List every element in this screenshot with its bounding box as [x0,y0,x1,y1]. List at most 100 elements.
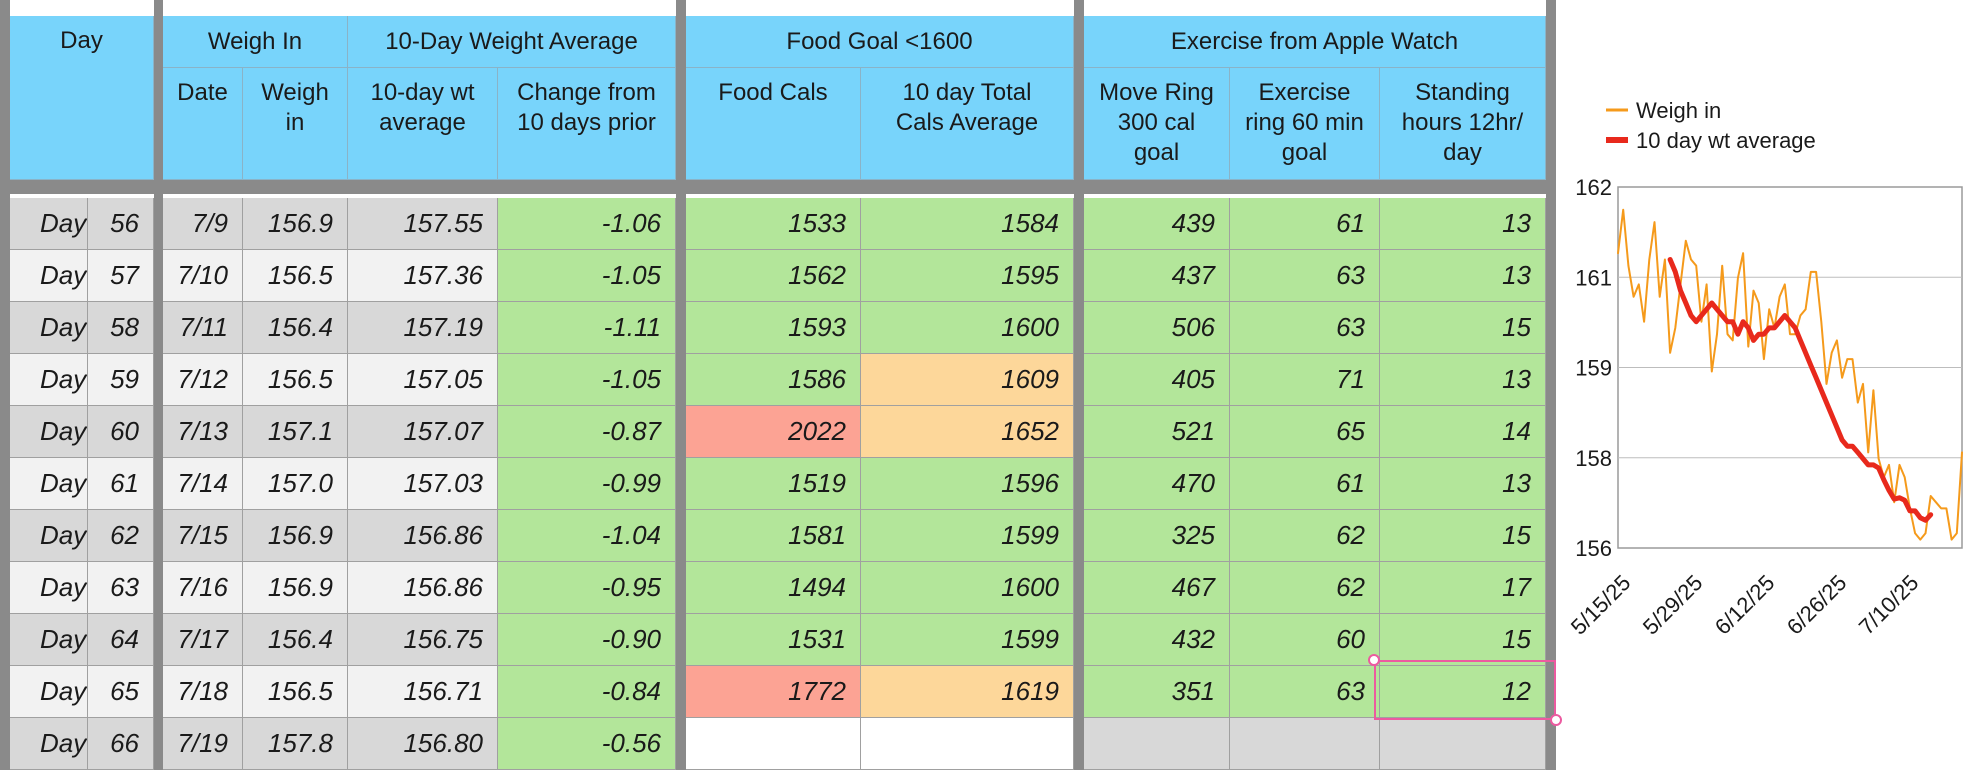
cell-move-ring[interactable] [1084,718,1230,770]
cell-standing-hours[interactable]: 15 [1380,302,1546,354]
cell-food-cals[interactable]: 1772 [686,666,861,718]
cell-day-label[interactable]: Day [10,718,88,770]
cell-standing-hours[interactable]: 13 [1380,354,1546,406]
cell-day-number[interactable]: 66 [88,718,154,770]
cell-food-cals[interactable]: 1593 [686,302,861,354]
cell-10-day-average[interactable]: 156.80 [348,718,498,770]
cell-10-day-total-cals[interactable]: 1599 [861,510,1074,562]
cell-date[interactable]: 7/10 [163,250,243,302]
cell-exercise-ring[interactable]: 61 [1230,458,1380,510]
cell-10-day-total-cals[interactable]: 1596 [861,458,1074,510]
cell-standing-hours[interactable]: 12 [1380,666,1546,718]
cell-exercise-ring[interactable]: 62 [1230,562,1380,614]
cell-exercise-ring[interactable]: 65 [1230,406,1380,458]
cell-day-number[interactable]: 59 [88,354,154,406]
cell-move-ring[interactable]: 521 [1084,406,1230,458]
cell-exercise-ring[interactable]: 60 [1230,614,1380,666]
cell-weigh-in[interactable]: 156.5 [243,666,348,718]
cell-10-day-average[interactable]: 156.86 [348,510,498,562]
cell-change[interactable]: -0.84 [498,666,676,718]
cell-exercise-ring[interactable]: 62 [1230,510,1380,562]
cell-standing-hours[interactable] [1380,718,1546,770]
cell-selection-range[interactable] [1368,654,1562,726]
cell-food-cals[interactable]: 2022 [686,406,861,458]
cell-standing-hours[interactable]: 15 [1380,510,1546,562]
cell-change[interactable]: -1.11 [498,302,676,354]
cell-weigh-in[interactable]: 156.9 [243,562,348,614]
cell-date[interactable]: 7/16 [163,562,243,614]
cell-weigh-in[interactable]: 156.5 [243,354,348,406]
cell-10-day-total-cals[interactable]: 1599 [861,614,1074,666]
cell-date[interactable]: 7/18 [163,666,243,718]
cell-day-label[interactable]: Day [10,562,88,614]
cell-day-label[interactable]: Day [10,666,88,718]
cell-exercise-ring[interactable]: 61 [1230,198,1380,250]
cell-exercise-ring[interactable]: 63 [1230,250,1380,302]
cell-weigh-in[interactable]: 156.5 [243,250,348,302]
cell-10-day-average[interactable]: 156.86 [348,562,498,614]
cell-10-day-total-cals[interactable]: 1652 [861,406,1074,458]
selection-handle-bottom-right[interactable] [1550,714,1562,726]
cell-change[interactable]: -1.05 [498,250,676,302]
cell-standing-hours[interactable]: 17 [1380,562,1546,614]
cell-standing-hours[interactable]: 14 [1380,406,1546,458]
cell-standing-hours[interactable]: 13 [1380,198,1546,250]
cell-weigh-in[interactable]: 157.8 [243,718,348,770]
cell-day-label[interactable]: Day [10,198,88,250]
cell-day-label[interactable]: Day [10,458,88,510]
cell-exercise-ring[interactable]: 63 [1230,666,1380,718]
cell-move-ring[interactable]: 506 [1084,302,1230,354]
cell-move-ring[interactable]: 439 [1084,198,1230,250]
cell-change[interactable]: -0.95 [498,562,676,614]
cell-day-label[interactable]: Day [10,406,88,458]
cell-move-ring[interactable]: 325 [1084,510,1230,562]
cell-day-label[interactable]: Day [10,354,88,406]
cell-day-number[interactable]: 57 [88,250,154,302]
cell-10-day-average[interactable]: 157.36 [348,250,498,302]
cell-change[interactable]: -0.90 [498,614,676,666]
cell-date[interactable]: 7/19 [163,718,243,770]
cell-change[interactable]: -0.87 [498,406,676,458]
cell-day-number[interactable]: 61 [88,458,154,510]
cell-day-label[interactable]: Day [10,250,88,302]
cell-day-number[interactable]: 64 [88,614,154,666]
cell-move-ring[interactable]: 405 [1084,354,1230,406]
cell-food-cals[interactable]: 1531 [686,614,861,666]
cell-10-day-average[interactable]: 157.07 [348,406,498,458]
cell-move-ring[interactable]: 437 [1084,250,1230,302]
cell-10-day-total-cals[interactable]: 1609 [861,354,1074,406]
cell-date[interactable]: 7/13 [163,406,243,458]
cell-food-cals[interactable]: 1494 [686,562,861,614]
cell-10-day-average[interactable]: 156.75 [348,614,498,666]
cell-day-number[interactable]: 62 [88,510,154,562]
cell-food-cals[interactable]: 1533 [686,198,861,250]
cell-standing-hours[interactable]: 13 [1380,250,1546,302]
cell-weigh-in[interactable]: 156.9 [243,198,348,250]
cell-change[interactable]: -0.56 [498,718,676,770]
cell-day-label[interactable]: Day [10,302,88,354]
cell-weigh-in[interactable]: 156.4 [243,302,348,354]
cell-food-cals[interactable]: 1562 [686,250,861,302]
cell-day-number[interactable]: 63 [88,562,154,614]
cell-day-number[interactable]: 60 [88,406,154,458]
cell-date[interactable]: 7/11 [163,302,243,354]
cell-date[interactable]: 7/14 [163,458,243,510]
selection-handle-top-left[interactable] [1368,654,1380,666]
cell-change[interactable]: -0.99 [498,458,676,510]
cell-day-number[interactable]: 56 [88,198,154,250]
cell-food-cals[interactable]: 1586 [686,354,861,406]
cell-10-day-total-cals[interactable]: 1600 [861,562,1074,614]
cell-change[interactable]: -1.05 [498,354,676,406]
cell-day-number[interactable]: 65 [88,666,154,718]
cell-date[interactable]: 7/17 [163,614,243,666]
cell-day-label[interactable]: Day [10,614,88,666]
cell-weigh-in[interactable]: 157.0 [243,458,348,510]
cell-10-day-total-cals[interactable]: 1595 [861,250,1074,302]
cell-move-ring[interactable]: 470 [1084,458,1230,510]
cell-10-day-total-cals[interactable]: 1584 [861,198,1074,250]
cell-food-cals[interactable] [686,718,861,770]
cell-standing-hours[interactable]: 13 [1380,458,1546,510]
cell-move-ring[interactable]: 432 [1084,614,1230,666]
cell-exercise-ring[interactable]: 71 [1230,354,1380,406]
cell-date[interactable]: 7/12 [163,354,243,406]
